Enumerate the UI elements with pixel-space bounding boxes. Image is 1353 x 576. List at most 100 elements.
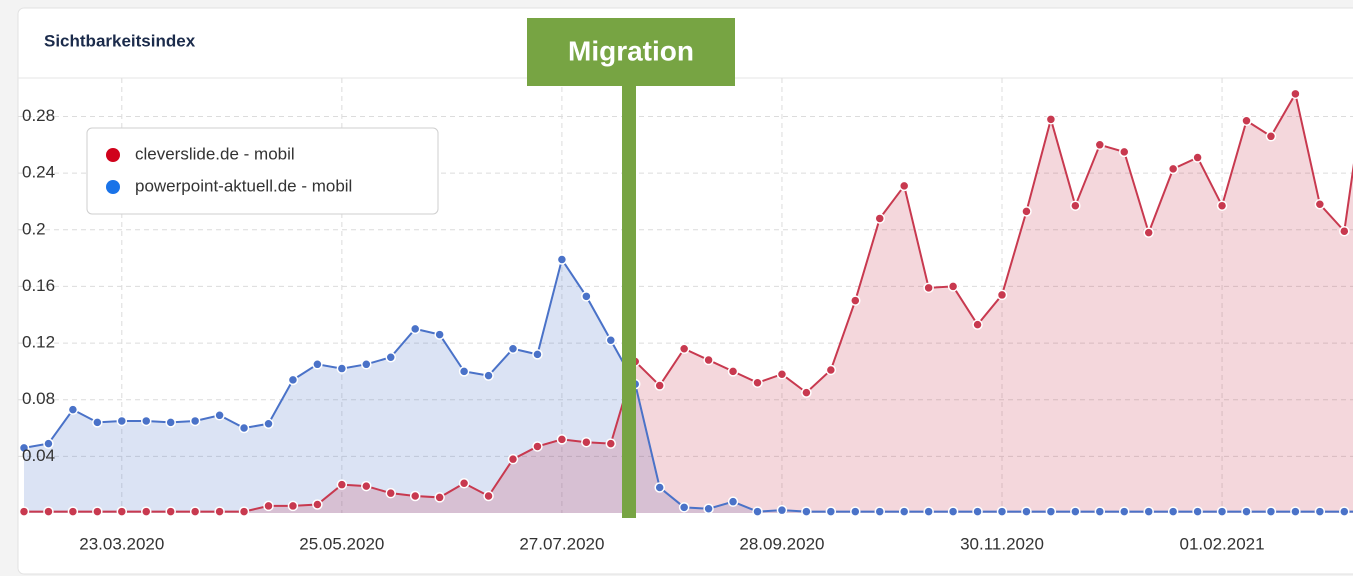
data-point [238,506,250,517]
data-point [1070,200,1081,211]
data-point [1241,506,1252,517]
data-point [654,482,665,493]
data-point [996,289,1008,301]
area-fill [24,259,1353,513]
data-point [1192,152,1203,163]
x-tick-label: 25.05.2020 [299,534,384,553]
y-tick-label: 0.16 [22,276,55,295]
legend: cleverslide.de - mobil powerpoint-aktuell… [86,127,439,215]
data-point [1143,227,1154,238]
data-point [1241,115,1252,126]
data-point [1216,200,1228,211]
data-point [287,374,299,386]
legend-label: cleverslide.de - mobil [135,144,295,163]
data-point [458,478,470,489]
data-point [556,254,568,265]
y-tick-label: 0.2 [22,219,46,238]
y-tick-label: 0.04 [22,446,55,465]
data-point [1094,506,1106,517]
data-point [776,504,788,516]
data-point [1265,506,1277,517]
data-point [43,506,54,517]
data-point [947,506,959,517]
data-point [752,377,763,388]
data-point [141,506,152,517]
data-point [67,506,79,517]
data-point [850,295,861,306]
data-point [336,479,348,490]
data-point [1119,506,1130,517]
data-point [850,506,861,517]
annotation: Migration [527,18,735,518]
data-point [507,343,519,354]
data-point [141,415,152,427]
data-point [1216,506,1228,517]
data-point [385,351,396,363]
data-point [1119,146,1130,158]
data-point [287,500,299,512]
data-point [605,438,617,449]
data-point [825,506,837,517]
data-point [801,387,812,398]
axis: 0.04 0.08 0.12 0.16 0.2 0.24 0.28 23.03.2020 25.… [22,106,1265,554]
data-point [703,354,714,366]
data-point [1265,131,1277,142]
data-point [581,291,592,302]
data-point [874,213,885,224]
data-point [361,359,372,370]
data-point [1339,506,1350,517]
data-point [507,453,519,465]
data-point [801,506,812,517]
data-point [532,349,543,360]
y-tick-label: 0.28 [22,106,55,125]
data-point [703,503,714,515]
data-point [1314,199,1326,210]
chart-title: Sichtbarkeitsindex [44,31,196,50]
data-point [214,410,225,421]
data-point [116,506,128,517]
y-tick-label: 0.24 [22,163,55,182]
data-point [923,506,934,517]
data-point [972,506,983,517]
data-point [727,366,739,377]
data-point [1070,506,1081,517]
y-tick-label: 0.12 [22,333,55,352]
x-tick-label: 28.09.2020 [739,534,824,553]
data-point [972,319,983,330]
annotation-label: Migration [568,35,694,66]
data-point [1143,506,1154,517]
data-point [263,500,274,512]
data-point [776,368,788,380]
x-tick-label: 01.02.2021 [1180,534,1265,553]
data-point [336,363,348,374]
data-point [874,506,885,517]
data-point [1021,206,1032,217]
data-point [1045,114,1057,125]
data-point [18,506,30,517]
data-point [43,438,54,449]
data-point [312,499,323,510]
data-point [1339,225,1350,237]
data-point [67,404,79,415]
data-point [385,487,396,499]
data-point [556,434,568,445]
data-point [1290,88,1301,100]
data-point [1314,506,1326,517]
data-point [116,415,128,427]
area-fill [24,93,1353,513]
data-point [434,492,445,503]
data-point [92,506,103,517]
data-point [483,490,494,502]
data-point [263,418,274,430]
data-point [434,329,445,340]
data-point [361,480,372,492]
data-point [1192,506,1203,517]
legend-box [86,127,439,215]
data-point [189,415,201,427]
data-point [409,323,421,335]
data-point [18,442,30,454]
data-point [1167,506,1179,517]
data-point [165,506,176,517]
